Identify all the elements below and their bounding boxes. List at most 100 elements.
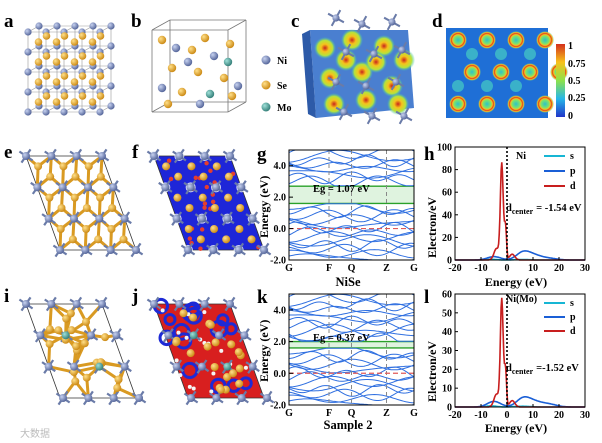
- charge-spot: [178, 373, 183, 378]
- charge-spot: [160, 308, 165, 313]
- ni-atom: [200, 152, 209, 160]
- se-atom: [162, 162, 171, 171]
- pdos-l-legend-p: p: [570, 312, 576, 323]
- charge-ring: [224, 322, 238, 336]
- ni-atom: [215, 331, 224, 340]
- g-band-line: [288, 167, 415, 179]
- se-atom: [52, 38, 61, 46]
- elf-side: [302, 30, 316, 118]
- pdos-h-ytick-label: 20: [442, 233, 452, 244]
- se-atom: [42, 72, 51, 80]
- se-atom: [235, 225, 244, 234]
- se-atom: [229, 369, 238, 378]
- ni-atom: [198, 362, 206, 371]
- band-g-kpoint-z: Z: [383, 263, 390, 274]
- ni-atom: [175, 152, 184, 160]
- se-atom: [52, 98, 61, 106]
- se-atom: [193, 67, 203, 77]
- ni-atom: [362, 82, 370, 90]
- band-g-gap-label: Eg = 1.07 eV: [313, 184, 370, 195]
- se-atom: [203, 342, 212, 351]
- cell-outline: [25, 155, 137, 251]
- ni-atom: [150, 300, 158, 308]
- ni-atom: [135, 394, 144, 402]
- se-atom: [71, 377, 80, 386]
- se-atom: [34, 98, 43, 106]
- ni-atom: [120, 362, 129, 371]
- se-atom: [70, 98, 79, 106]
- se-atom: [78, 52, 87, 60]
- ni-atom: [95, 214, 104, 223]
- ni-atom: [98, 152, 106, 160]
- ni-atom: [172, 214, 181, 223]
- se-atom: [96, 72, 105, 80]
- elf-ring: [507, 95, 525, 113]
- ni-atom: [87, 331, 96, 340]
- ni-atom: [172, 362, 181, 371]
- charge-spot: [193, 175, 198, 181]
- se-atom: [68, 235, 77, 244]
- se-atom: [196, 235, 205, 244]
- elf-ring: [507, 31, 525, 49]
- k-band-line: [289, 311, 415, 323]
- colorbar: 1 0.75 0.5 0.25 0: [556, 41, 586, 122]
- pdos-h-xtick-label: 20: [554, 263, 564, 274]
- se-atom: [62, 314, 71, 323]
- se-atom: [88, 78, 97, 86]
- ni-atom: [198, 214, 206, 223]
- ni-atom: [107, 82, 115, 90]
- se-atom: [224, 172, 233, 181]
- panel-a-nise-supercell: [24, 22, 115, 116]
- elf-hotspot: [355, 89, 377, 111]
- g-band-line: [288, 242, 415, 257]
- se-atom: [179, 309, 188, 318]
- se-atom: [80, 339, 89, 348]
- ni-atom: [132, 246, 140, 254]
- ni-atom: [60, 108, 68, 116]
- se-atom: [82, 225, 91, 234]
- se-atom: [167, 63, 177, 73]
- pdos-h-xlabel: Energy (eV): [485, 275, 547, 289]
- charge-spot: [219, 348, 224, 353]
- ni-atom: [112, 331, 121, 340]
- se-atom: [157, 35, 167, 45]
- se-atom: [227, 91, 237, 101]
- ni-atom: [53, 22, 61, 30]
- colorbar-tick-025: 0.25: [568, 93, 586, 104]
- ni-atom: [33, 183, 42, 192]
- se-atom: [78, 92, 87, 100]
- pdos-h-legend-d: d: [570, 181, 576, 192]
- ni-atom: [209, 246, 218, 254]
- mo-atom: [223, 57, 233, 67]
- ni-atom: [22, 152, 30, 160]
- pdos-l-frame: [454, 293, 586, 408]
- se-atom: [189, 313, 198, 322]
- pdos-h-xtick-label: -20: [448, 263, 461, 274]
- pdos-l-xtick-label: 20: [554, 410, 564, 421]
- ni-atom: [340, 108, 348, 116]
- se-atom: [187, 45, 197, 55]
- ni-atom: [175, 300, 184, 308]
- charge-spot: [187, 236, 193, 241]
- pdos-l-xtick-label: -10: [474, 410, 487, 421]
- charge-spot: [166, 158, 172, 163]
- se-atom: [42, 52, 51, 60]
- pdos-h-xtick-label: 0: [505, 263, 510, 274]
- charge-spot: [202, 205, 207, 210]
- se-atom: [34, 162, 43, 171]
- charge-spot: [243, 365, 248, 370]
- pdos-h-ytick-label: 40: [442, 210, 452, 221]
- ni-atom: [22, 300, 30, 308]
- pdos-h-ytick-label: 0: [447, 256, 452, 267]
- ni-atom: [164, 331, 173, 340]
- band-k-ytick-0: 0.0: [274, 369, 287, 380]
- band-k-kpoint-g2: G: [410, 408, 418, 419]
- legend-se-label: Se: [277, 81, 288, 92]
- se-atom: [101, 333, 110, 342]
- se-atom: [172, 338, 181, 347]
- ni-atom: [240, 331, 249, 340]
- band-k-ytick-m2: -2.0: [270, 401, 286, 412]
- se-atom: [96, 193, 105, 202]
- ni-atom: [71, 22, 79, 30]
